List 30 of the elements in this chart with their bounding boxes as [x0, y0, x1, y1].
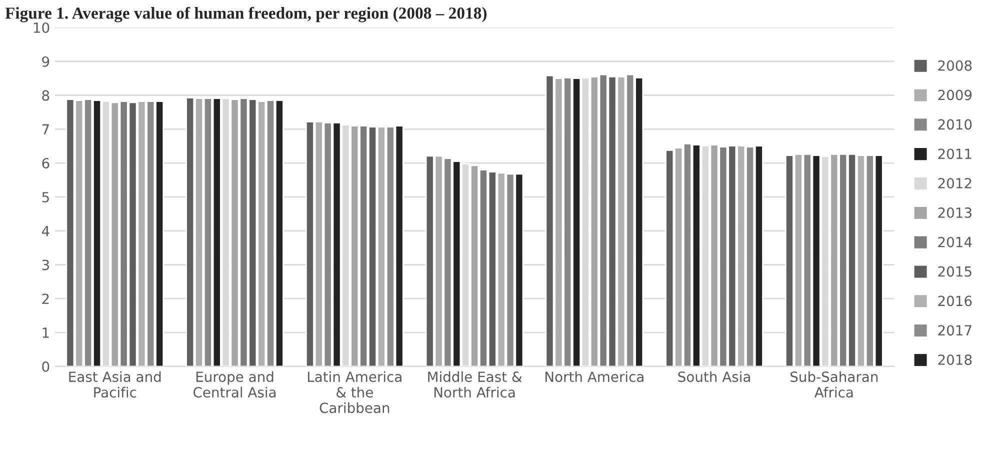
chart-title: Figure 1. Average value of human freedom, per region (2008 – 2018): [5, 6, 487, 22]
y-tick-label: 10: [34, 22, 50, 33]
legend-label: 2013: [938, 207, 972, 218]
legend-label: 2014: [938, 236, 972, 248]
y-tick-label: 6: [42, 158, 50, 169]
y-tick-label: 9: [42, 56, 50, 67]
x-tick-label: North America: [545, 371, 644, 382]
legend-label: 2008: [938, 60, 972, 71]
x-tick-label: South Asia: [678, 371, 750, 382]
x-tick-label: Latin America & the Caribbean: [308, 371, 402, 414]
x-tick-label: Middle East & North Africa: [428, 371, 522, 398]
y-tick-label: 4: [42, 226, 50, 236]
legend-label: 2018: [938, 354, 972, 365]
legend-label: 2011: [938, 148, 972, 160]
legend-label: 2016: [938, 296, 972, 306]
y-tick-label: 3: [42, 260, 49, 270]
y-tick-label: 0: [42, 361, 50, 372]
x-tick-label: Sub-Saharan Africa: [790, 371, 878, 398]
y-tick-label: 5: [42, 192, 49, 202]
x-tick-label: East Asia and Pacific: [69, 371, 161, 398]
legend-label: 2009: [938, 90, 972, 100]
y-tick-label: 7: [42, 124, 49, 134]
y-tick-label: 8: [42, 90, 50, 101]
y-tick-label: 2: [42, 294, 49, 304]
legend-label: 2017: [938, 325, 972, 336]
y-tick-label: 1: [42, 328, 49, 338]
x-tick-label: Europe and Central Asia: [194, 371, 276, 398]
legend-label: 2012: [938, 178, 972, 188]
legend-label: 2010: [938, 119, 972, 130]
legend-label: 2015: [938, 266, 972, 277]
